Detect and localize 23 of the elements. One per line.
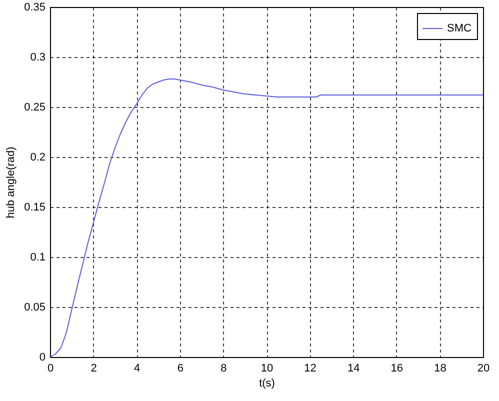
x-tick-label: 0 [47, 362, 54, 374]
x-tick-label: 12 [304, 362, 316, 374]
y-tick-label: 0.15 [24, 202, 46, 214]
x-tick-label: 2 [90, 362, 97, 374]
y-axis-title: hub angle(rad) [5, 146, 18, 218]
y-tick-label: 0.25 [24, 102, 46, 114]
x-tick-label: 6 [177, 362, 184, 374]
line-series [50, 78, 484, 358]
x-tick-label: 16 [390, 362, 404, 374]
x-tick-label: 14 [347, 362, 360, 374]
x-tick-label: 18 [434, 362, 446, 374]
x-tick-label: 20 [477, 362, 490, 374]
x-tick-label: 10 [260, 362, 274, 374]
x-tick-label: 8 [220, 362, 227, 374]
y-tick-label: 0.2 [30, 152, 46, 164]
x-axis-title: t(s) [259, 378, 275, 390]
legend-label: SMC [447, 22, 472, 34]
y-tick-label: 0.3 [30, 52, 46, 64]
x-tick-label: 4 [134, 362, 140, 374]
y-tick-label: 0.1 [30, 252, 46, 264]
y-tick-label: 0.35 [24, 2, 46, 14]
y-tick-label: 0.05 [24, 302, 46, 314]
y-tick-label: 0 [39, 352, 46, 364]
